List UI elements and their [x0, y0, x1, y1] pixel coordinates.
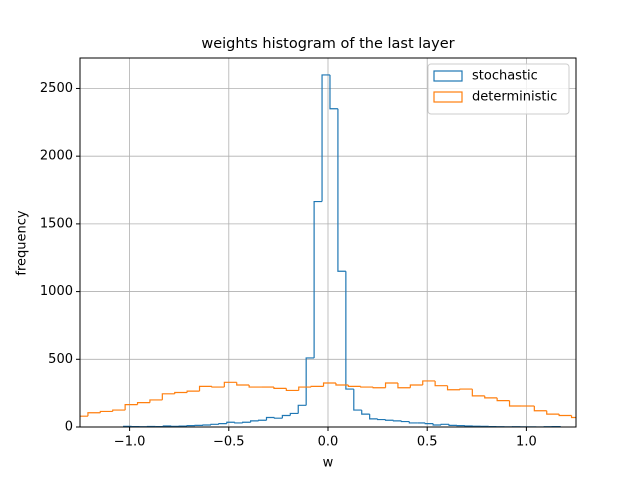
histogram-bin — [210, 423, 219, 425]
x-tick-label: 1.0 — [516, 435, 537, 450]
histogram-bin — [570, 415, 576, 419]
histogram-bin — [223, 381, 237, 388]
histogram-bin — [440, 423, 450, 425]
x-tick-label: 0.0 — [318, 435, 339, 450]
histogram-bin — [297, 404, 307, 414]
histogram-bin — [546, 410, 560, 415]
histogram-bin — [345, 271, 354, 390]
histogram-bin — [422, 380, 436, 386]
histogram-bin — [446, 385, 460, 391]
histogram-bin — [471, 389, 485, 397]
plot-area — [80, 74, 596, 427]
histogram-bin — [584, 418, 596, 427]
histogram-bin — [136, 402, 150, 405]
histogram-bin — [198, 385, 212, 392]
histogram-bin — [161, 393, 175, 400]
histogram-bin — [186, 390, 200, 393]
x-axis-label: w — [323, 456, 334, 471]
histogram-bin — [448, 424, 457, 426]
histogram-bin — [250, 420, 259, 423]
histogram-bin — [400, 420, 410, 423]
histogram-bin — [372, 387, 386, 389]
histogram-bin — [242, 421, 251, 423]
histogram-bin — [459, 388, 473, 390]
histogram-bin — [409, 384, 423, 388]
axes-frame — [79, 57, 577, 428]
y-tick-label: 0 — [65, 420, 73, 435]
histogram-bin — [226, 421, 235, 424]
legend: stochastic deterministic — [427, 63, 570, 115]
histogram-bin — [360, 386, 374, 388]
x-tick-label: 0.5 — [417, 435, 438, 450]
histogram-bin — [87, 412, 101, 417]
histogram-bin — [508, 400, 522, 407]
histogram-bin — [496, 397, 510, 402]
histogram-bin — [347, 385, 361, 387]
histogram-bin — [162, 425, 172, 427]
histogram-bin — [289, 412, 299, 416]
histogram-bin — [234, 422, 243, 424]
legend-label: deterministic — [472, 90, 557, 105]
histogram-bin — [80, 415, 88, 417]
histogram-bin — [285, 388, 299, 392]
histogram-bin — [329, 74, 338, 110]
histogram-bin — [434, 380, 448, 387]
x-tick-label: −1.0 — [114, 435, 146, 450]
histogram-bin — [149, 399, 163, 403]
histogram-bin — [384, 382, 398, 388]
histogram-bin — [533, 406, 547, 412]
histogram-bin — [397, 382, 411, 389]
y-tick-label: 500 — [48, 352, 73, 367]
histogram-bin — [248, 385, 262, 388]
histogram-bin — [124, 404, 138, 411]
legend-swatch — [433, 70, 463, 82]
histogram-bin — [424, 422, 434, 425]
histogram-bin — [313, 200, 323, 358]
histogram-bin — [361, 410, 370, 415]
legend-box — [427, 63, 570, 115]
histogram-bin — [305, 357, 315, 406]
histogram-bin — [369, 414, 378, 420]
histogram-bin — [310, 385, 324, 388]
histogram-bin — [112, 409, 126, 412]
histogram-bin — [322, 382, 336, 387]
histogram-bin — [174, 391, 188, 394]
histogram-bin — [273, 387, 287, 390]
histogram-bin — [432, 423, 442, 426]
histogram-bin — [377, 418, 386, 421]
histogram-bin — [273, 417, 283, 419]
histogram-bin — [257, 419, 267, 421]
histogram-bin — [99, 410, 113, 413]
histogram-bin — [335, 382, 349, 386]
legend-swatch — [433, 91, 463, 103]
histogram-bin — [408, 421, 418, 424]
histogram-bin — [484, 395, 498, 399]
histogram-bin — [265, 416, 275, 421]
histogram-bin — [384, 419, 394, 421]
y-tick-label: 2500 — [40, 81, 73, 96]
histogram-bin — [211, 386, 225, 388]
histogram-bin — [236, 382, 250, 386]
histogram-bin — [218, 423, 227, 425]
histogram-bin — [298, 386, 312, 391]
histogram-bin — [558, 414, 572, 417]
histogram-bin — [281, 414, 291, 419]
y-tick-label: 2000 — [40, 149, 73, 164]
histogram-bin — [321, 74, 330, 202]
histogram-bin — [392, 420, 402, 422]
y-axis-label: frequency — [15, 210, 30, 276]
legend-label: stochastic — [472, 69, 538, 84]
x-tick-label: −0.5 — [213, 435, 245, 450]
histogram-bin — [353, 389, 362, 411]
y-tick-label: 1500 — [40, 216, 73, 231]
chart-title: weights histogram of the last layer — [201, 36, 454, 52]
histogram-bin — [337, 108, 346, 272]
y-tick-label: 1000 — [40, 284, 73, 299]
